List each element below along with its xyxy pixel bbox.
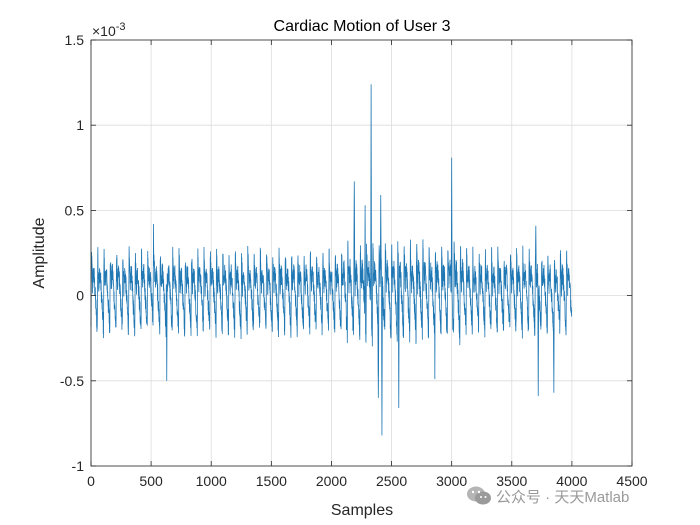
y-tick-label: -0.5 bbox=[60, 373, 84, 389]
x-tick-label: 2000 bbox=[316, 473, 347, 489]
chart-title: Cardiac Motion of User 3 bbox=[274, 18, 451, 35]
plot-frame bbox=[90, 39, 633, 467]
series-layer bbox=[90, 84, 573, 436]
axis-ticks: 0 500 1000 1500 2000 2500 3000 3500 4000 4500 -1 -0… bbox=[60, 32, 648, 489]
y-tick-label: 0.5 bbox=[65, 202, 85, 218]
y-axis-label: Amplitude bbox=[31, 217, 48, 288]
y-tick-label: -1 bbox=[72, 458, 85, 474]
x-tick-label: 500 bbox=[139, 473, 163, 489]
x-tick-label: 1000 bbox=[196, 473, 227, 489]
x-tick-label: 0 bbox=[87, 473, 95, 489]
x-tick-label: 1500 bbox=[256, 473, 287, 489]
x-tick-label: 4000 bbox=[556, 473, 587, 489]
y-tick-label: 1.5 bbox=[65, 32, 85, 48]
x-tick-label: 2500 bbox=[376, 473, 407, 489]
x-tick-label: 3000 bbox=[436, 473, 467, 489]
y-scale-exponent-note: ×10-3 bbox=[92, 21, 126, 39]
x-tick-label: 3500 bbox=[496, 473, 527, 489]
wechat-icon bbox=[467, 486, 491, 505]
x-axis-label: Samples bbox=[331, 502, 393, 519]
watermark: 公众号 · 天天Matlab bbox=[466, 484, 629, 508]
y-scale-exponent: -3 bbox=[116, 21, 126, 33]
watermark-text: 公众号 · 天天Matlab bbox=[496, 488, 630, 506]
y-tick-label: 0 bbox=[76, 288, 84, 304]
y-tick-label: 1 bbox=[76, 117, 84, 133]
plot-area bbox=[91, 40, 632, 466]
x-tick-label: 4500 bbox=[616, 473, 647, 489]
series-line-cardiac-motion bbox=[90, 84, 573, 436]
y-scale-multiplier: ×10 bbox=[92, 23, 116, 39]
